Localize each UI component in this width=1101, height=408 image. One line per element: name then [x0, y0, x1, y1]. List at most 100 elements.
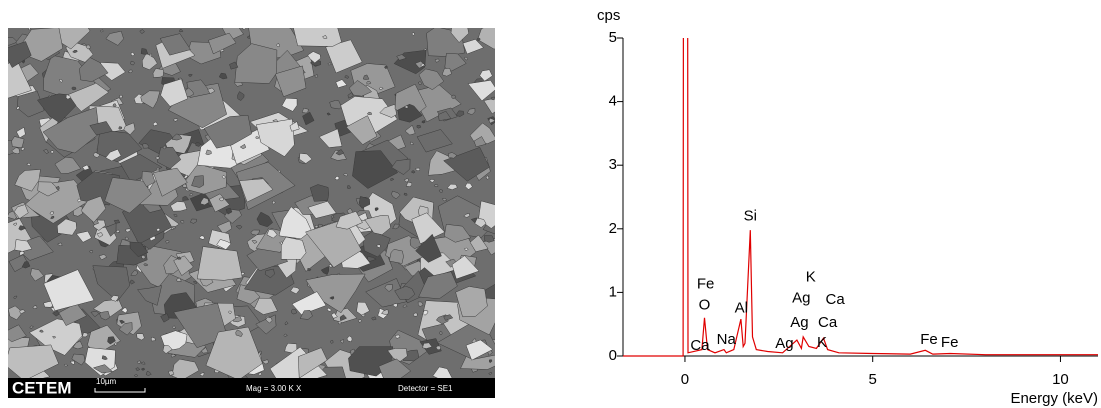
- grain: [27, 28, 32, 31]
- grain: [366, 111, 373, 115]
- grain: [438, 110, 452, 121]
- grain: [467, 80, 495, 102]
- grain: [156, 227, 161, 232]
- grain: [56, 242, 63, 246]
- grain: [192, 280, 198, 284]
- peak-label: O: [699, 297, 711, 314]
- grain: [392, 223, 400, 230]
- grain: [403, 192, 408, 196]
- grain: [450, 28, 469, 43]
- grain: [173, 302, 228, 348]
- grain: [152, 121, 159, 127]
- grain: [364, 215, 391, 235]
- grain: [8, 254, 29, 273]
- grain: [167, 370, 175, 376]
- grain: [119, 320, 126, 325]
- grain: [125, 228, 132, 233]
- grain: [411, 32, 416, 36]
- grain: [384, 284, 393, 292]
- grain: [203, 115, 252, 149]
- grain: [462, 39, 484, 55]
- y-tick-label: 3: [609, 156, 617, 173]
- grain: [190, 218, 197, 224]
- grain: [253, 297, 278, 315]
- grain: [91, 219, 99, 226]
- grain: [381, 308, 389, 315]
- grain: [8, 218, 33, 254]
- grain: [266, 229, 278, 239]
- grain: [415, 233, 442, 263]
- grain: [96, 129, 143, 163]
- grain: [283, 333, 288, 337]
- grain: [465, 339, 494, 361]
- grain: [483, 97, 495, 115]
- grain: [218, 72, 228, 80]
- grain: [239, 143, 247, 150]
- grain: [275, 42, 281, 48]
- grain: [205, 149, 212, 156]
- grain: [284, 321, 289, 326]
- grain: [70, 360, 75, 365]
- grain: [128, 69, 133, 74]
- grain: [438, 189, 443, 193]
- peak-label: Ca: [690, 337, 710, 354]
- grain: [50, 150, 55, 155]
- grain: [301, 107, 309, 114]
- grain: [130, 60, 135, 66]
- grain: [136, 333, 145, 341]
- grain: [118, 322, 133, 336]
- grain: [346, 335, 353, 343]
- grain: [130, 269, 138, 277]
- grain: [36, 93, 77, 124]
- grain: [43, 269, 95, 311]
- grain: [434, 58, 440, 63]
- grain: [160, 78, 189, 107]
- grain: [52, 310, 60, 317]
- grain: [37, 181, 60, 197]
- peak-label: Al: [735, 299, 748, 316]
- grain: [307, 51, 321, 64]
- y-axis-label: cps: [597, 7, 620, 24]
- grain: [371, 316, 377, 321]
- grain: [208, 32, 237, 55]
- grain: [328, 264, 334, 268]
- peak-label: Ca: [826, 291, 846, 308]
- grain: [330, 340, 334, 344]
- grain: [13, 295, 18, 300]
- grain: [173, 118, 179, 122]
- grain: [474, 217, 487, 228]
- grain: [479, 69, 493, 82]
- grain: [140, 361, 146, 365]
- grain: [196, 246, 243, 281]
- grain: [278, 206, 312, 240]
- grain: [272, 119, 279, 123]
- grain: [250, 229, 261, 236]
- grain: [16, 105, 20, 110]
- grain: [391, 158, 411, 175]
- grain: [89, 121, 113, 136]
- grain: [81, 332, 89, 338]
- grain: [403, 177, 409, 183]
- grain: [488, 371, 492, 376]
- grain: [42, 148, 49, 154]
- grain: [473, 136, 487, 148]
- grain: [414, 61, 427, 69]
- grain: [379, 86, 384, 90]
- grain: [280, 236, 307, 260]
- grain: [145, 370, 152, 376]
- grain: [314, 224, 319, 229]
- grain: [188, 73, 193, 77]
- grain: [410, 141, 414, 145]
- grain: [335, 79, 348, 89]
- grain: [357, 319, 363, 323]
- grain: [466, 108, 476, 115]
- grain: [92, 364, 114, 374]
- grain: [451, 94, 457, 100]
- grain: [13, 204, 29, 219]
- grain: [100, 29, 104, 33]
- peak-label: Ag: [792, 290, 810, 307]
- grain: [217, 220, 233, 235]
- grain: [378, 358, 412, 378]
- grain: [397, 103, 423, 123]
